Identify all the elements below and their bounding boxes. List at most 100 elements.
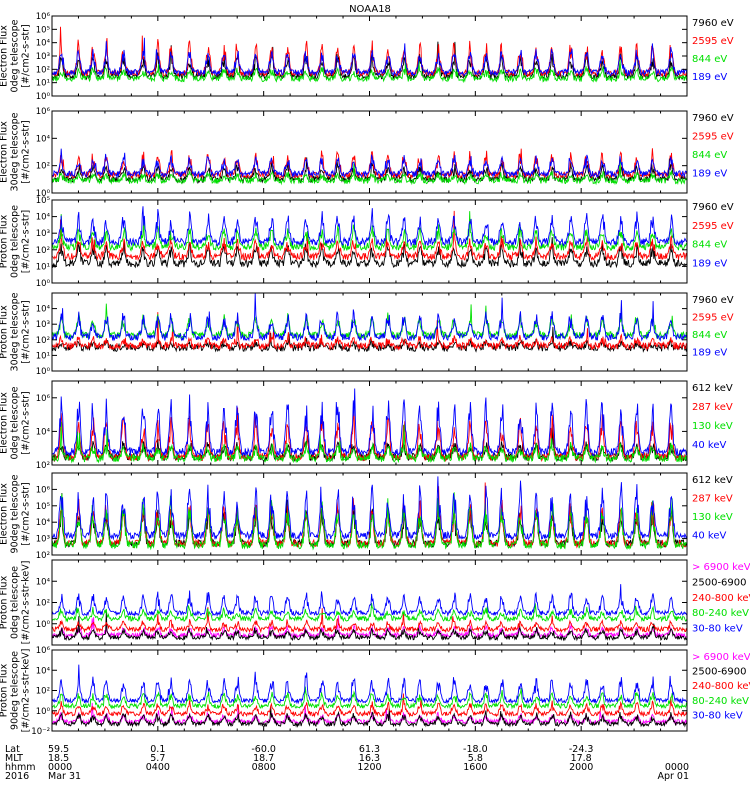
y-tick-label: 10⁶ — [36, 646, 51, 656]
legend-entry: 2595 eV — [692, 221, 734, 232]
x-tick-label: Apr 01 — [657, 771, 689, 782]
y-tick-label: 10⁵ — [36, 196, 50, 206]
y-axis-label-line: Electron Flux — [0, 392, 10, 454]
y-axis-label-line: [#/cm2-s-str] — [21, 300, 32, 363]
y-tick-label: 10⁴ — [36, 39, 51, 49]
plot-frame — [51, 15, 688, 97]
y-axis-label-line: 0deg telescope — [10, 205, 21, 278]
y-tick-label: 10⁶ — [36, 12, 51, 22]
legend-entry: 80-240 keV — [692, 696, 749, 707]
y-tick-label: 10³ — [36, 229, 50, 239]
series-trace-3 — [51, 156, 688, 186]
y-tick-label: 10⁰ — [36, 92, 51, 102]
y-tick-label: 10² — [36, 599, 50, 609]
y-axis-label: TEDElectron Flux30deg telescope[#/cm2-s-… — [0, 112, 32, 191]
y-tick-label: 10⁻² — [31, 727, 50, 737]
x-tick-label: Mar 31 — [48, 771, 81, 782]
x-tick-label: 17.8 — [571, 753, 592, 764]
legend-entry: 612 keV — [692, 383, 733, 394]
y-tick-label: 10⁴ — [36, 666, 51, 676]
y-tick-label: 10² — [36, 687, 50, 697]
series-trace-2 — [51, 706, 688, 728]
y-tick-label: 10⁵ — [36, 502, 50, 512]
y-tick-label: 10⁴ — [36, 305, 51, 315]
legend-entry: 2595 eV — [692, 132, 734, 143]
y-axis-label-line: 30deg telescope — [10, 112, 21, 191]
series-trace-4 — [51, 148, 688, 179]
x-tick-label: 0000 — [665, 762, 689, 773]
y-axis-label-line: 0deg telescope — [10, 566, 21, 639]
y-axis-label-line: 90deg telescope — [10, 474, 21, 553]
y-tick-label: 10⁴ — [36, 213, 51, 223]
series-trace-2 — [51, 148, 688, 180]
y-axis-label: TEDProton Flux30deg telescope[#/cm2-s-st… — [0, 292, 32, 371]
series-trace-1 — [51, 493, 688, 549]
legend-entry: 189 eV — [692, 258, 727, 269]
series-trace-3 — [51, 492, 688, 551]
y-tick-label: 10⁰ — [36, 189, 51, 199]
y-axis-label-line: [#/cm2-s-str] — [21, 391, 32, 454]
series-trace-3 — [51, 693, 688, 718]
series-trace-4 — [51, 206, 688, 248]
y-axis-label-line: [#/cm2-s-str] — [21, 120, 32, 183]
y-axis-label: MEPEDProton Flux0deg telescope[#/cm2-s-s… — [0, 561, 32, 645]
x-tick-label: 1600 — [463, 762, 487, 773]
legend-entry: 2500-6900 — [692, 577, 747, 588]
x-row-label: Lat — [5, 744, 20, 755]
y-tick-label: 10⁴ — [36, 518, 51, 528]
x-tick-label: 5.8 — [468, 753, 483, 764]
series-trace-3 — [51, 59, 688, 84]
legend-entry: 80-240 keV — [692, 608, 749, 619]
legend-entry: 30-80 keV — [692, 624, 743, 635]
y-axis-label-line: 0deg telescope — [10, 19, 21, 92]
legend-entry: 7960 eV — [692, 295, 734, 306]
y-tick-label: 10³ — [36, 320, 50, 330]
series-trace-2 — [51, 482, 687, 549]
legend-entry: 189 eV — [692, 72, 727, 83]
x-tick-label: 16.3 — [359, 753, 380, 764]
legend-entry: 189 eV — [692, 348, 727, 359]
y-tick-label: 10¹ — [36, 262, 50, 272]
x-tick-label: 61.3 — [359, 744, 380, 755]
x-tick-label: 18.7 — [253, 753, 274, 764]
y-axis-label-line: [#/cm2-s-str-keV] — [21, 649, 32, 733]
figure-title: NOAA18 — [349, 4, 391, 15]
y-axis-label-line: 0deg telescope — [10, 386, 21, 459]
y-axis-label-line: Proton Flux — [0, 663, 10, 717]
y-axis-label: TEDElectron Flux0deg telescope[#/cm2-s-s… — [0, 19, 32, 92]
panel-7: 10⁰ 10² 10⁴ MEPEDProton Flux0deg telescope[… — [0, 559, 750, 646]
panel-6: 10² 10³ 10⁴ 10⁵ 10⁶ MEPEDElectron Flux90deg t… — [0, 472, 733, 561]
series-trace-2 — [51, 611, 688, 642]
y-axis-label-line: Electron Flux — [0, 483, 10, 545]
legend-entry: 40 keV — [692, 440, 726, 451]
legend-entry: 40 keV — [692, 531, 726, 542]
y-tick-label: 10⁴ — [36, 577, 51, 587]
y-tick-label: 10⁰ — [36, 620, 51, 630]
y-axis-label-line: [#/cm2-s-str] — [21, 210, 32, 273]
legend-entry: 287 keV — [692, 494, 733, 505]
legend-entry: 7960 eV — [692, 202, 734, 213]
x-tick-label: -60.0 — [251, 744, 276, 755]
series-trace-5 — [51, 584, 688, 618]
x-tick-label: 0000 — [48, 762, 72, 773]
legend-entry: > 6900 keV — [692, 652, 750, 663]
x-row-label: 2016 — [5, 771, 29, 782]
x-tick-label: 2000 — [569, 762, 593, 773]
y-axis-label: MEPEDElectron Flux0deg telescope[#/cm2-s… — [0, 386, 32, 459]
panel-4: 10⁰ 10¹ 10² 10³ 10⁴ TEDProton Flux30deg teles… — [0, 292, 734, 377]
y-tick-label: 10⁶ — [36, 485, 51, 495]
legend-entry: 130 keV — [692, 421, 733, 432]
series-trace-4 — [51, 603, 688, 623]
y-axis-label-line: [#/cm2-s-str] — [21, 482, 32, 545]
y-tick-label: 10⁰ — [36, 279, 51, 289]
x-tick-label: 1200 — [357, 762, 381, 773]
series-trace-3 — [51, 607, 688, 634]
panel-5: 10² 10⁴ 10⁶ MEPEDElectron Flux0deg telescop… — [0, 380, 733, 471]
series-trace-5 — [51, 664, 688, 705]
plot-frame — [51, 649, 688, 732]
series-trace-3 — [51, 421, 688, 464]
y-axis-label-line: Proton Flux — [0, 214, 10, 268]
legend-entry: > 6900 keV — [692, 562, 750, 573]
y-tick-label: 10⁴ — [36, 134, 51, 144]
legend-entry: 189 eV — [692, 169, 727, 180]
